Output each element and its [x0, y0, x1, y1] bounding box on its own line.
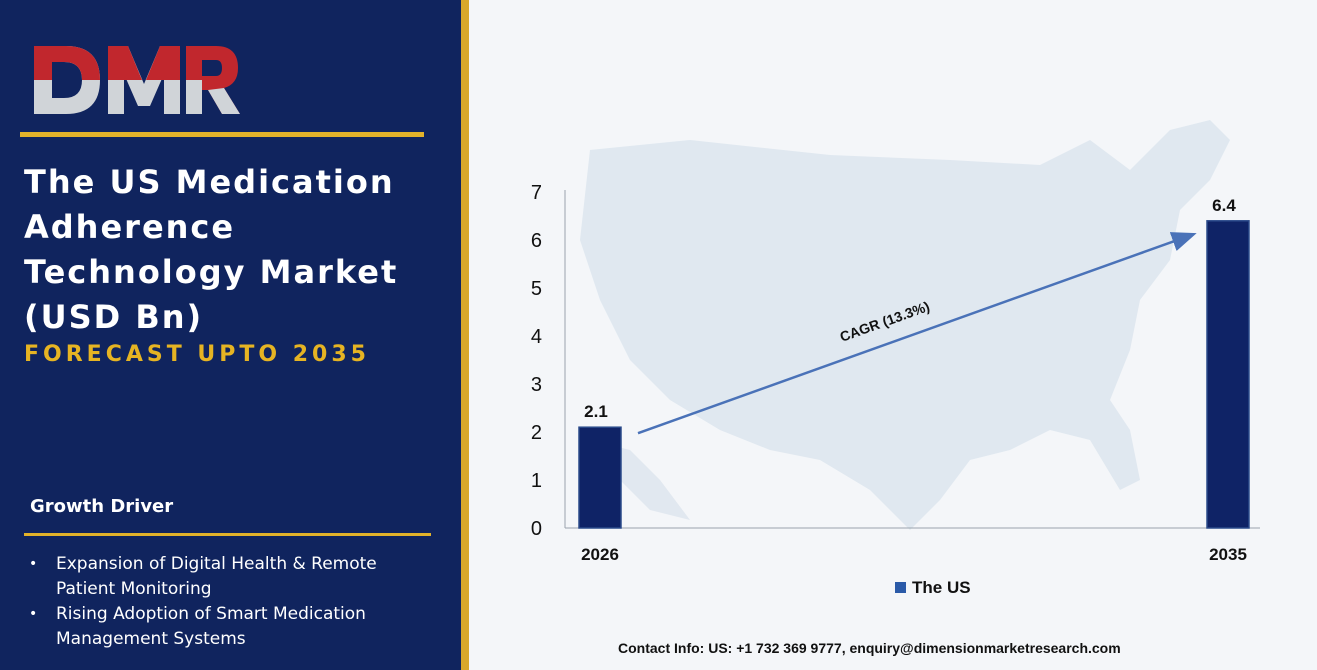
bullet-icon: •	[29, 606, 38, 622]
bar-chart: 0 1 2 3 4 5 6 7 2026 2035 2.1 6.4 CAGR (13.3%) Th…	[531, 182, 1260, 597]
gold-accent-stripe	[461, 0, 469, 670]
legend-swatch	[895, 582, 906, 593]
y-tick-label: 4	[531, 326, 542, 348]
chart-area: 0 1 2 3 4 5 6 7 2026 2035 2.1 6.4 CAGR (13.3%) Th…	[470, 0, 1317, 670]
list-item: • Expansion of Digital Health & Remote P…	[24, 552, 424, 602]
bar-2035	[1206, 220, 1250, 529]
growth-driver-heading: Growth Driver	[30, 496, 174, 517]
y-tick-label: 6	[531, 230, 542, 252]
x-tick-label: 2035	[1209, 545, 1247, 564]
growth-driver-divider	[24, 533, 431, 536]
legend-label: The US	[912, 578, 971, 597]
left-panel: The US Medication Adherence Technology M…	[0, 0, 461, 670]
list-item: • Rising Adoption of Smart Medication Ma…	[24, 602, 424, 652]
logo-divider	[20, 132, 424, 137]
y-tick-label: 0	[531, 518, 542, 540]
data-label: 2.1	[584, 402, 608, 421]
dmr-logo	[34, 46, 240, 114]
x-tick-label: 2026	[581, 545, 619, 564]
page-title: The US Medication Adherence Technology M…	[24, 163, 399, 336]
bar-2026	[578, 426, 622, 529]
contact-info: Contact Info: US: +1 732 369 9777, enqui…	[618, 640, 1121, 656]
y-tick-label: 7	[531, 182, 542, 204]
cagr-arrow	[637, 232, 1197, 435]
data-label: 6.4	[1212, 196, 1236, 215]
growth-driver-text: Expansion of Digital Health & Remote Pat…	[56, 554, 377, 599]
growth-driver-text: Rising Adoption of Smart Medication Mana…	[56, 604, 366, 649]
y-tick-label: 5	[531, 278, 542, 300]
y-tick-label: 1	[531, 470, 542, 492]
growth-driver-list: • Expansion of Digital Health & Remote P…	[24, 552, 424, 652]
cagr-label: CAGR (13.3%)	[838, 298, 932, 345]
page-subtitle: FORECAST UPTO 2035	[24, 342, 370, 367]
y-tick-label: 3	[531, 374, 542, 396]
bullet-icon: •	[29, 556, 38, 572]
y-tick-label: 2	[531, 422, 542, 444]
